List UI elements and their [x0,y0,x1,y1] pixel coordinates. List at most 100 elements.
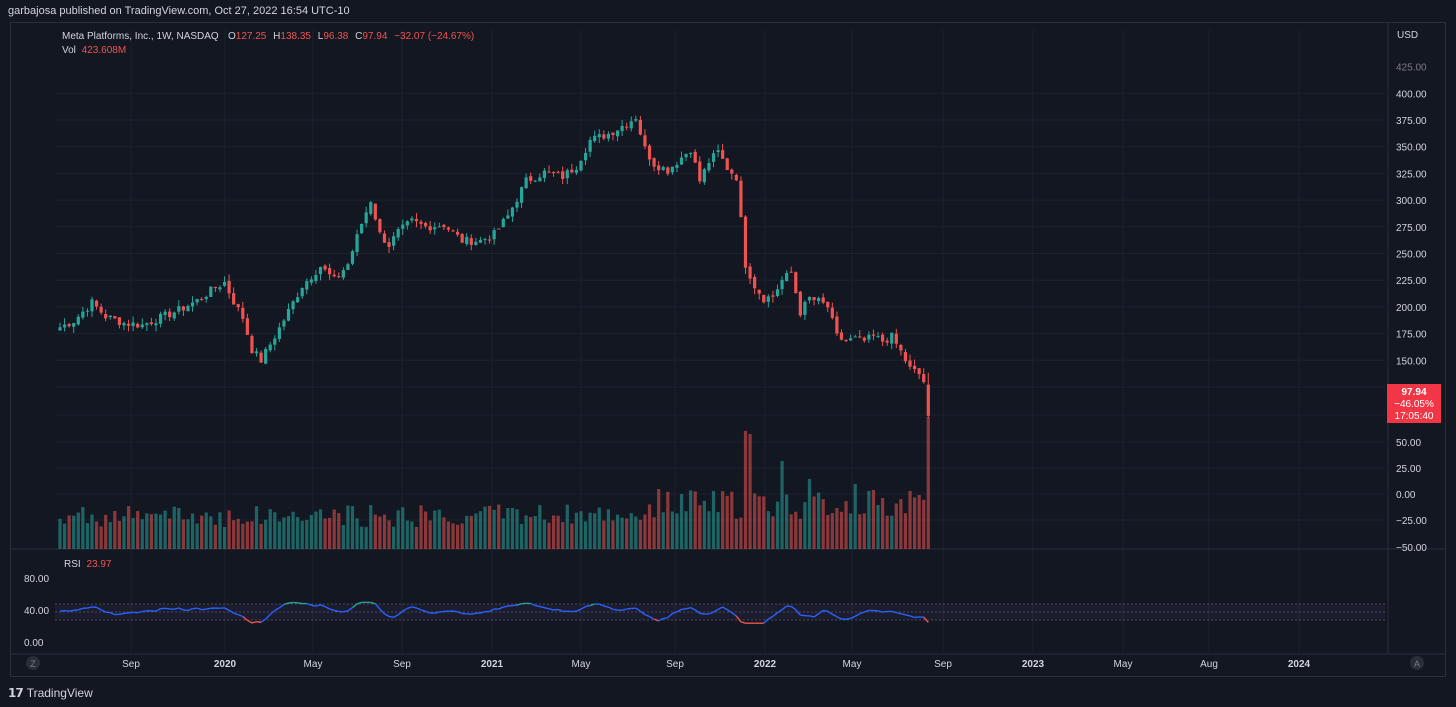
rsi-segment [416,607,422,611]
rsi-segment [635,607,641,612]
candle-body [122,322,126,326]
volume-bar [291,511,295,549]
volume-bar [716,512,720,549]
volume-bar [232,520,236,549]
candle-body [602,134,606,139]
volume-bar [725,495,729,549]
volume-bar [273,512,277,549]
zoom-button[interactable]: Z [26,656,40,670]
volume-bar [821,499,825,549]
candle-body [328,268,332,275]
candle-body [236,304,240,308]
volume-bar [542,519,547,549]
grid-lines [10,22,1446,655]
rsi-segment [772,612,778,617]
volume-bar [643,514,647,549]
volume-tick-label: 0.00 [1396,490,1416,501]
volume-bar [410,521,414,549]
candle-body [579,160,583,171]
rsi-segment [923,616,929,623]
candle-body [392,236,396,246]
candle-body [757,289,761,294]
rsi-segment [69,609,74,612]
volume-bar [830,513,834,549]
candle-body [58,327,62,331]
volume-bar [739,517,743,549]
candle-body [355,234,359,253]
chart-canvas[interactable]: 425.00125.00150.00175.00200.00225.00250.… [10,22,1446,677]
volume-bar [634,516,638,549]
candle-body [588,139,592,152]
rsi-segment [196,607,202,611]
volume-bar [588,512,592,549]
time-tick-label: 2021 [481,659,504,670]
candle-body [812,297,816,300]
volume-bar [204,512,208,549]
tradingview-brand[interactable]: 𝟭𝟳 TradingView [8,686,93,700]
rsi-segment [269,609,276,616]
volume-bar [579,511,583,549]
candle-body [405,221,409,226]
volume-bars [58,417,930,549]
candle-body [131,322,135,327]
rsi-segment [859,611,865,615]
rsi-segment [370,601,376,605]
candle-body [881,334,885,342]
rsi-segment [763,618,769,624]
candle-body [414,218,419,222]
candle-body [337,276,341,278]
volume-bar [218,512,222,549]
price-tick-label: 250.00 [1396,250,1427,261]
price-tag-bg [1387,384,1441,423]
time-tick-label: 2024 [1288,659,1311,670]
candle-body [652,158,656,167]
legend-volume: Vol 423.608M [62,45,126,56]
rsi-segment [516,603,522,606]
candle-body [451,230,455,232]
volume-bar [753,493,757,549]
volume-bar [154,513,158,549]
auto-scale-button[interactable]: A [1410,656,1424,670]
legend-ohlc: O127.25 H138.35 L96.38 C97.94 −32.07 (−2… [228,31,474,42]
candle-body [730,169,734,174]
volume-bar [661,512,665,549]
volume-bar [890,515,894,549]
volume-bar [282,517,286,549]
candle-body [917,368,921,375]
time-tick-label: Sep [393,659,411,670]
volume-bar [113,510,117,549]
candle-body [689,153,693,155]
candle-body [168,311,172,318]
candle-body [702,169,706,183]
candle-body [218,287,222,290]
time-tick-label: May [1114,659,1133,670]
rsi-segment [699,612,705,615]
candle-body [222,281,227,286]
volume-bar [652,517,656,549]
legend-h-label: H [273,31,280,42]
rsi-segment [818,609,824,615]
time-tick-label: Sep [934,659,952,670]
candle-body [497,228,501,230]
volume-bar [318,509,323,549]
volume-bar [702,500,706,549]
volume-tick-label: 25.00 [1396,464,1421,475]
rsi-segment [781,605,788,611]
price-tick-label: 325.00 [1396,169,1427,180]
volume-bar [871,489,876,549]
volume-bar [510,507,515,549]
volume-bar [58,518,62,549]
volume-bar [721,491,725,549]
candle-body [360,224,364,234]
volume-bar [775,501,780,549]
candle-body [350,251,355,264]
volume-bar [364,526,368,549]
legend-o-label: O [228,31,236,42]
volume-bar [556,515,560,549]
volume-bar [259,523,263,549]
candle-body [894,333,898,344]
candle-body [506,215,510,219]
candle-body [538,177,542,182]
rsi-segment [311,604,317,607]
rsi-segment [790,605,797,611]
